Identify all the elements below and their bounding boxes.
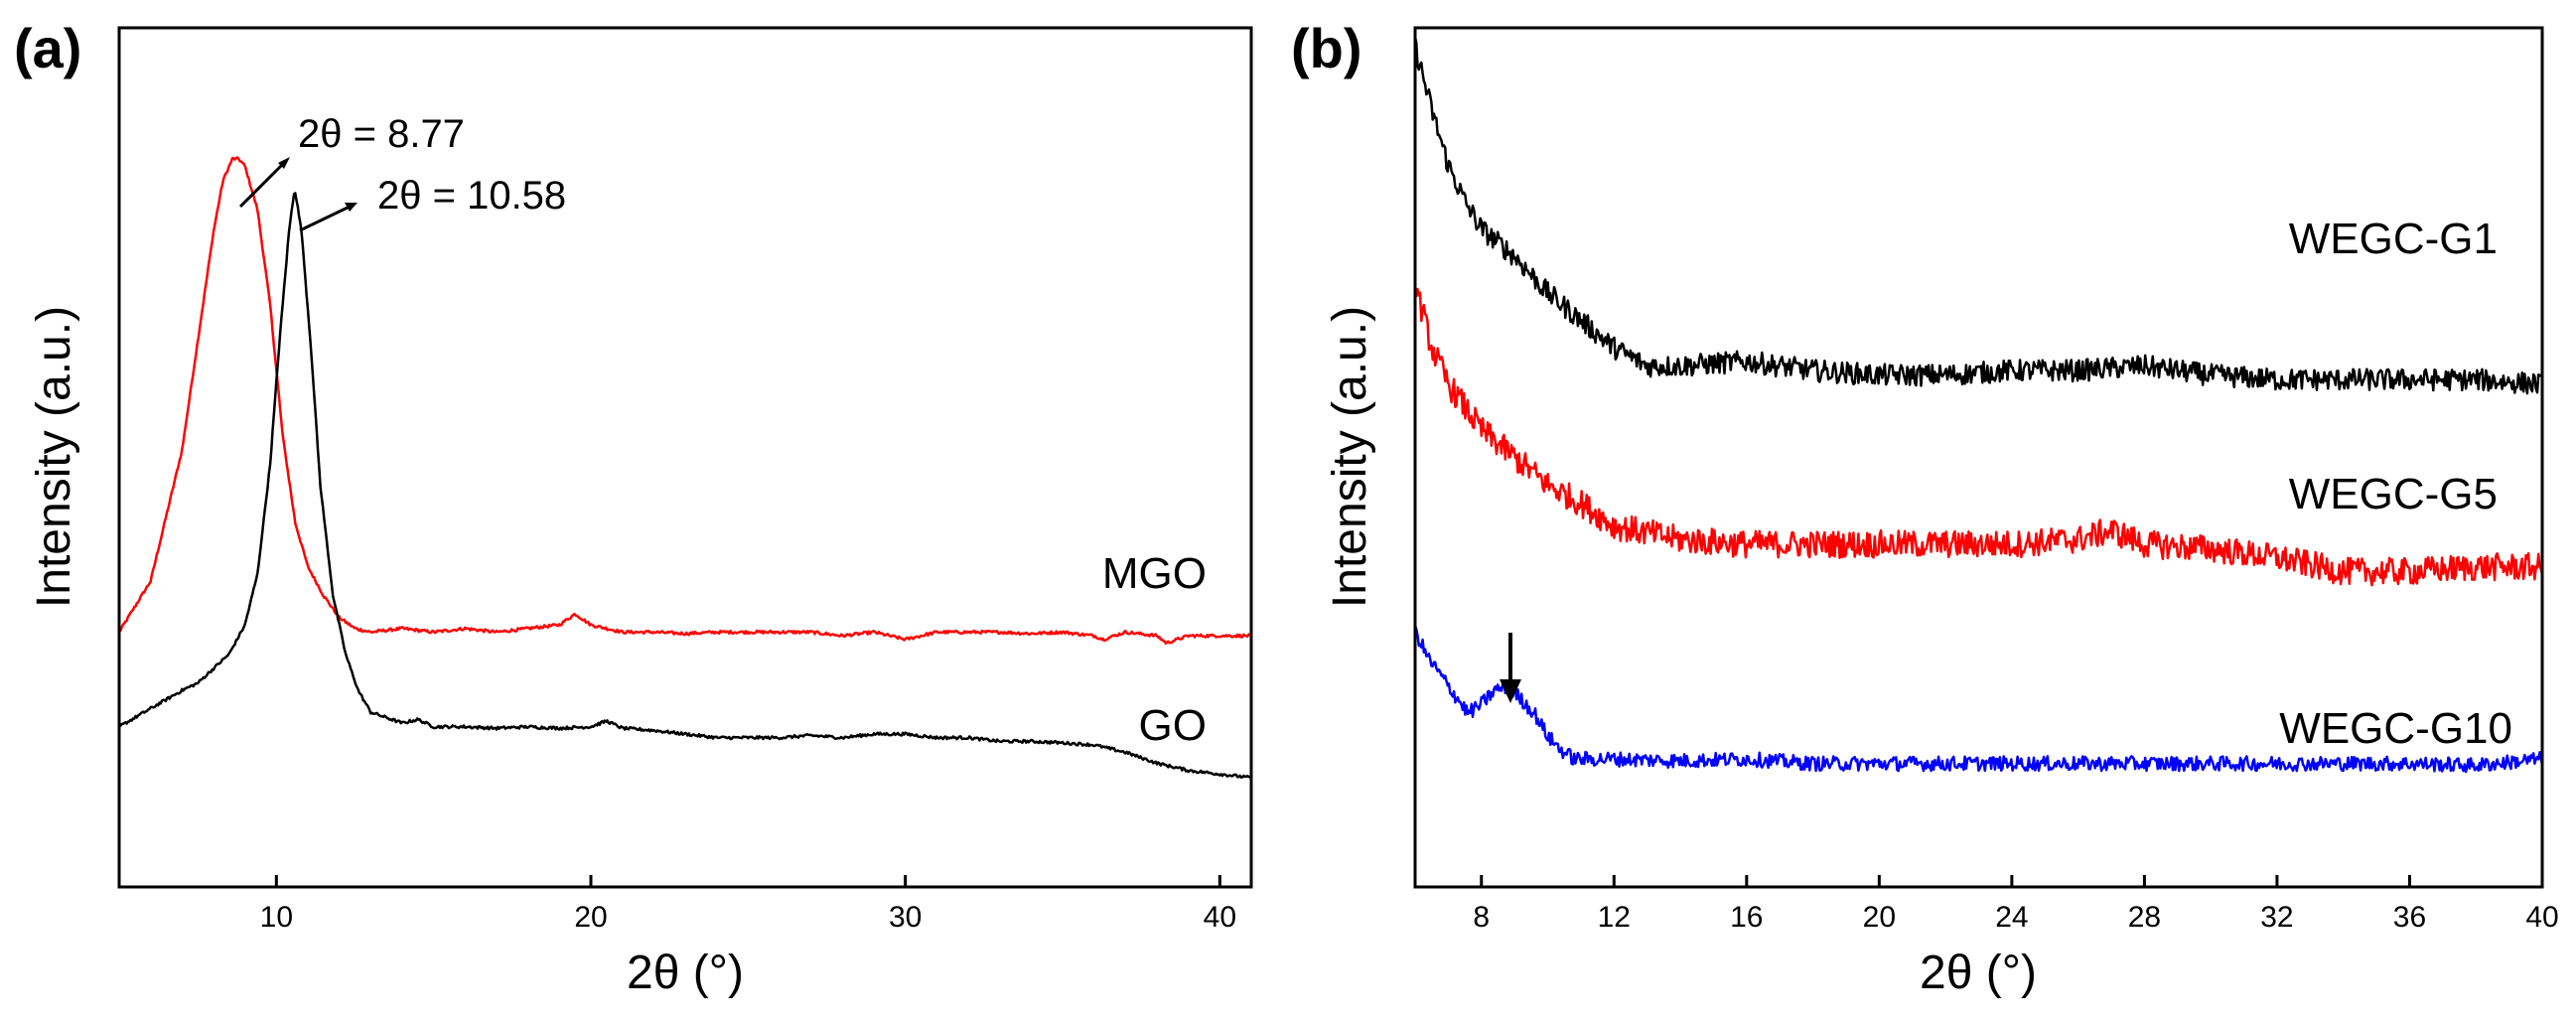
x-tick-label: 36 — [2393, 901, 2426, 934]
series-line-wegc-g10 — [1413, 624, 2544, 774]
series-label-wegc-g10: WEGC-G10 — [2279, 704, 2512, 753]
annotation-go-peak: 2θ = 10.58 — [299, 174, 566, 232]
annotation-arrowhead — [278, 157, 290, 169]
peak-marker-arrow — [1500, 633, 1521, 703]
panel-b: (b) 8 12 16 20 24 28 32 36 40 2θ (°) Intensity (… — [1291, 17, 2559, 999]
x-tick-label: 16 — [1730, 901, 1763, 934]
panel-a: (a) 10 20 30 40 2θ (°) Intensity (a.u.) MGO… — [14, 17, 1253, 999]
x-tick-label: 40 — [2525, 901, 2558, 934]
x-tick-label: 28 — [2128, 901, 2161, 934]
annotation-mgo-peak: 2θ = 8.77 — [238, 112, 465, 209]
panel-b-plot-area — [1413, 36, 2544, 774]
annotation-arrowhead — [345, 203, 358, 212]
x-tick-label: 20 — [1863, 901, 1896, 934]
x-tick-label: 40 — [1204, 901, 1236, 934]
x-tick-label: 8 — [1473, 901, 1490, 934]
panel-b-frame — [1413, 26, 2544, 889]
series-line-go — [118, 192, 1252, 780]
panel-b-label: (b) — [1291, 17, 1362, 79]
series-label-wegc-g1: WEGC-G1 — [2289, 215, 2498, 263]
panel-a-plot-area — [118, 156, 1252, 780]
series-line-wegc-g1 — [1413, 36, 2543, 395]
x-tick-label: 24 — [1995, 901, 2028, 934]
annotation-text-8-77: 2θ = 8.77 — [298, 112, 465, 156]
series-line-mgo — [118, 156, 1252, 646]
series-label-wegc-g5: WEGC-G5 — [2289, 470, 2498, 518]
annotation-arrow-shaft — [299, 205, 351, 232]
series-label-go: GO — [1139, 701, 1207, 750]
x-tick-label: 10 — [260, 901, 293, 934]
panel-b-x-axis-title: 2θ (°) — [1920, 947, 2037, 999]
x-tick-label: 30 — [889, 901, 922, 934]
panel-a-x-ticks: 10 20 30 40 — [260, 875, 1236, 934]
series-label-mgo: MGO — [1102, 549, 1207, 598]
series-line-wegc-g5 — [1414, 287, 2544, 587]
panel-a-y-axis-title: Intensity (a.u.) — [28, 306, 80, 608]
panel-a-label: (a) — [14, 17, 81, 79]
panel-b-y-axis-title: Intensity (a.u.) — [1324, 306, 1376, 608]
peak-marker-arrowhead — [1500, 679, 1521, 703]
panel-a-x-axis-title: 2θ (°) — [627, 947, 744, 999]
annotation-text-10-58: 2θ = 10.58 — [377, 174, 566, 218]
x-tick-label: 20 — [574, 901, 607, 934]
panel-a-frame — [117, 26, 1253, 889]
x-tick-label: 12 — [1598, 901, 1631, 934]
panel-b-x-ticks: 8 12 16 20 24 28 32 36 40 — [1473, 875, 2559, 934]
annotation-arrow-shaft — [238, 162, 285, 209]
x-tick-label: 32 — [2260, 901, 2293, 934]
